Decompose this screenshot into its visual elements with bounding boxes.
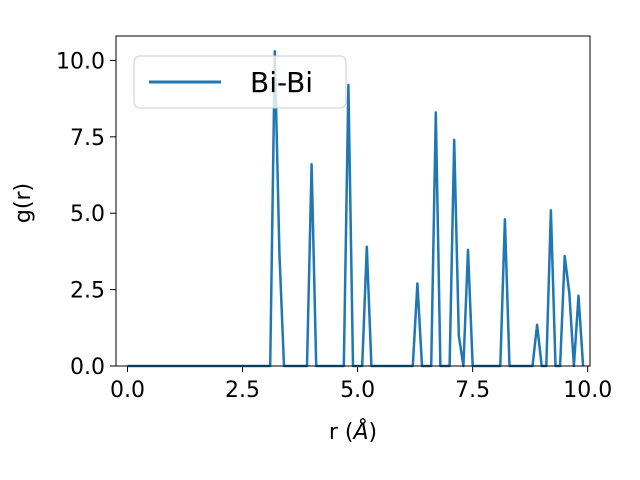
x-axis-ticks: 0.0 2.5 5.0 7.5 10.0	[110, 366, 612, 403]
x-tick-label: 2.5	[225, 378, 260, 403]
x-axis-label-close: )	[369, 420, 378, 445]
y-tick-label: 7.5	[70, 126, 105, 151]
y-tick-label: 0.0	[70, 355, 105, 380]
x-tick-label: 10.0	[563, 378, 612, 403]
y-axis-label: g(r)	[11, 183, 36, 223]
x-axis-label: r (Å)	[329, 418, 377, 445]
x-tick-label: 0.0	[110, 378, 145, 403]
x-tick-label: 7.5	[455, 378, 490, 403]
series-layer	[127, 50, 585, 368]
plot-area-frame	[115, 35, 591, 367]
legend-label-bi-bi: Bi-Bi	[250, 66, 313, 99]
x-axis-label-text: r (	[329, 420, 354, 445]
series-line-bi-bi	[127, 50, 585, 368]
legend: Bi-Bi	[133, 55, 347, 109]
x-tick-label: 5.0	[340, 378, 375, 403]
x-axis-label-unit: Å	[351, 418, 368, 445]
y-tick-label: 5.0	[70, 202, 105, 227]
y-tick-label: 2.5	[70, 279, 105, 304]
y-axis-ticks: 0.0 2.5 5.0 7.5 10.0	[56, 49, 116, 380]
y-tick-label: 10.0	[56, 49, 105, 74]
legend-box	[133, 55, 347, 109]
